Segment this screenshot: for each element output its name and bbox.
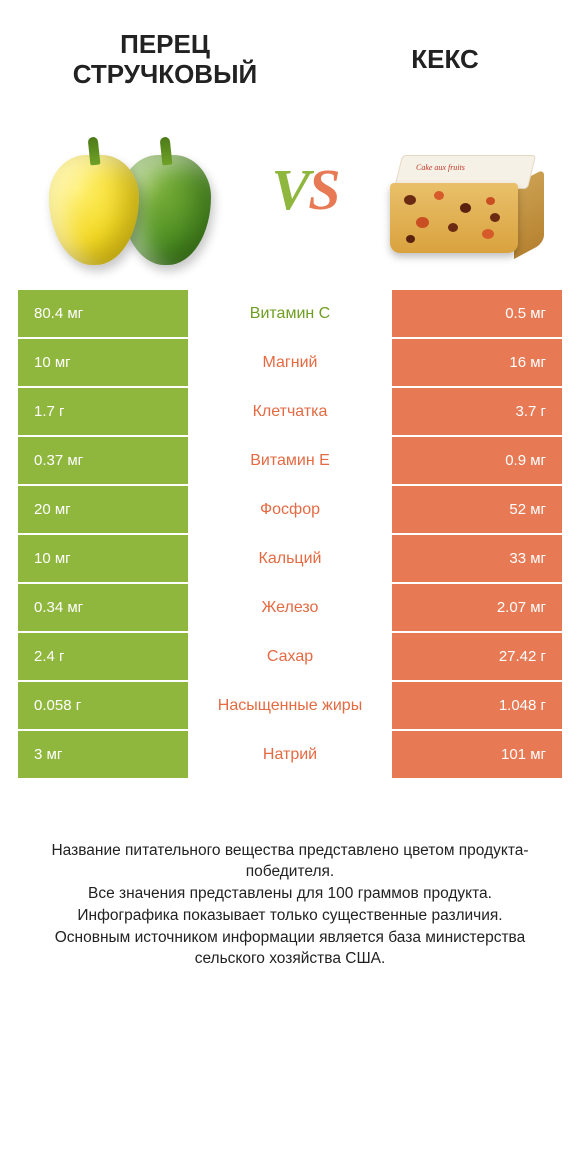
right-value: 0.9 мг bbox=[392, 437, 562, 484]
nutrient-name: Фосфор bbox=[188, 486, 392, 533]
right-value: 0.5 мг bbox=[392, 290, 562, 337]
left-value: 1.7 г bbox=[18, 388, 188, 435]
left-value: 0.37 мг bbox=[18, 437, 188, 484]
right-value: 52 мг bbox=[392, 486, 562, 533]
cake-icon: Cake aux fruits bbox=[390, 155, 540, 255]
vs-s: S bbox=[308, 157, 338, 222]
left-value: 80.4 мг bbox=[18, 290, 188, 337]
right-value: 1.048 г bbox=[392, 682, 562, 729]
footer-line: Основным источником информации является … bbox=[20, 927, 560, 970]
nutrient-name: Витамин C bbox=[188, 290, 392, 337]
right-value: 16 мг bbox=[392, 339, 562, 386]
left-value: 0.058 г bbox=[18, 682, 188, 729]
nutrient-row: 10 мгМагний16 мг bbox=[18, 339, 562, 388]
left-value: 3 мг bbox=[18, 731, 188, 778]
vs-label: VS bbox=[272, 156, 339, 223]
left-value: 2.4 г bbox=[18, 633, 188, 680]
nutrient-name: Кальций bbox=[188, 535, 392, 582]
right-value: 33 мг bbox=[392, 535, 562, 582]
left-value: 10 мг bbox=[18, 535, 188, 582]
nutrient-name: Натрий bbox=[188, 731, 392, 778]
nutrient-table: 80.4 мгВитамин C0.5 мг10 мгМагний16 мг1.… bbox=[0, 290, 580, 780]
cake-package-label: Cake aux fruits bbox=[416, 163, 465, 172]
right-food-title: КЕКС bbox=[350, 45, 540, 75]
header: ПЕРЕЦ СТРУЧКОВЫЙ КЕКС bbox=[0, 0, 580, 100]
nutrient-name: Железо bbox=[188, 584, 392, 631]
nutrient-row: 0.37 мгВитамин E0.9 мг bbox=[18, 437, 562, 486]
hero-row: VS Cake aux fruits bbox=[0, 100, 580, 290]
nutrient-row: 2.4 гСахар27.42 г bbox=[18, 633, 562, 682]
nutrient-row: 20 мгФосфор52 мг bbox=[18, 486, 562, 535]
nutrient-row: 0.34 мгЖелезо2.07 мг bbox=[18, 584, 562, 633]
nutrient-name: Витамин E bbox=[188, 437, 392, 484]
nutrient-name: Сахар bbox=[188, 633, 392, 680]
left-food-image bbox=[30, 115, 230, 265]
nutrient-name: Клетчатка bbox=[188, 388, 392, 435]
right-value: 27.42 г bbox=[392, 633, 562, 680]
footer-line: Название питательного вещества представл… bbox=[20, 840, 560, 883]
nutrient-row: 1.7 гКлетчатка3.7 г bbox=[18, 388, 562, 437]
right-food-image: Cake aux fruits bbox=[380, 125, 550, 255]
footer-line: Все значения представлены для 100 граммо… bbox=[20, 883, 560, 905]
footer-line: Инфографика показывает только существенн… bbox=[20, 905, 560, 927]
nutrient-row: 10 мгКальций33 мг bbox=[18, 535, 562, 584]
right-value: 2.07 мг bbox=[392, 584, 562, 631]
nutrient-row: 80.4 мгВитамин C0.5 мг bbox=[18, 290, 562, 339]
left-food-title: ПЕРЕЦ СТРУЧКОВЫЙ bbox=[40, 30, 290, 90]
left-value: 10 мг bbox=[18, 339, 188, 386]
nutrient-row: 0.058 гНасыщенные жиры1.048 г bbox=[18, 682, 562, 731]
right-value: 3.7 г bbox=[392, 388, 562, 435]
left-value: 20 мг bbox=[18, 486, 188, 533]
left-value: 0.34 мг bbox=[18, 584, 188, 631]
nutrient-row: 3 мгНатрий101 мг bbox=[18, 731, 562, 780]
right-value: 101 мг bbox=[392, 731, 562, 778]
nutrient-name: Насыщенные жиры bbox=[188, 682, 392, 729]
vs-v: V bbox=[272, 157, 309, 222]
yellow-pepper-icon bbox=[49, 155, 139, 265]
nutrient-name: Магний bbox=[188, 339, 392, 386]
footer-notes: Название питательного вещества представл… bbox=[0, 780, 580, 970]
